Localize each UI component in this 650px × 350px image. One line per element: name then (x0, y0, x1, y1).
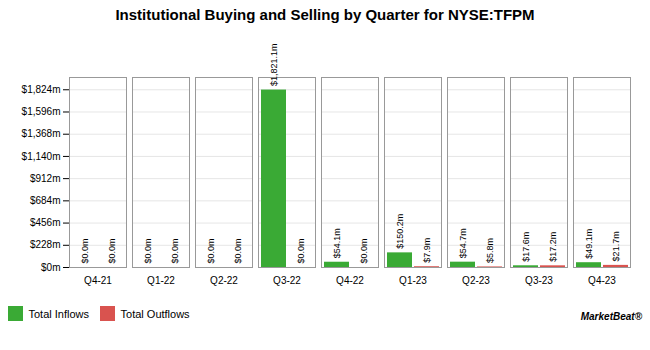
svg-text:Q4-23: Q4-23 (588, 275, 616, 286)
svg-text:$0.0m: $0.0m (359, 238, 369, 263)
svg-text:Q1-22: Q1-22 (147, 275, 175, 286)
svg-text:Q4-21: Q4-21 (84, 275, 112, 286)
svg-text:$228m: $228m (30, 239, 61, 250)
svg-text:$49.1m: $49.1m (584, 229, 594, 259)
svg-text:$912m: $912m (30, 173, 61, 184)
svg-text:$1,821.1m: $1,821.1m (269, 44, 279, 87)
svg-text:Q1-23: Q1-23 (399, 275, 427, 286)
svg-text:$0.0m: $0.0m (206, 238, 216, 263)
html-text:Total Outflows: Total Outflows (120, 307, 190, 320)
svg-text:$0m: $0m (41, 262, 60, 273)
html-text:Institutional Buying and Selli: Institutional Buying and Selling by Quar… (115, 6, 535, 23)
svg-text:Q3-22: Q3-22 (273, 275, 301, 286)
svg-text:$0.0m: $0.0m (170, 238, 180, 263)
svg-text:Q4-22: Q4-22 (336, 275, 364, 286)
svg-text:$21.7m: $21.7m (611, 231, 621, 261)
svg-text:$5.8m: $5.8m (485, 238, 495, 263)
svg-text:Q2-22: Q2-22 (210, 275, 238, 286)
svg-text:$456m: $456m (30, 217, 61, 228)
svg-text:$54.1m: $54.1m (332, 228, 342, 258)
svg-text:$0.0m: $0.0m (107, 238, 117, 263)
svg-text:$0.0m: $0.0m (233, 238, 243, 263)
svg-text:$684m: $684m (30, 195, 61, 206)
svg-text:$7.9m: $7.9m (422, 238, 432, 263)
svg-text:$17.2m: $17.2m (548, 232, 558, 262)
svg-text:$1,824m: $1,824m (22, 84, 61, 95)
svg-text:$17.6m: $17.6m (521, 232, 531, 262)
svg-text:$1,596m: $1,596m (22, 106, 61, 117)
svg-text:Q3-23: Q3-23 (525, 275, 553, 286)
svg-text:$0.0m: $0.0m (296, 238, 306, 263)
svg-text:$1,140m: $1,140m (22, 151, 61, 162)
svg-text:$1,368m: $1,368m (22, 128, 61, 139)
html-text:Total Inflows: Total Inflows (28, 307, 89, 320)
svg-text:$0.0m: $0.0m (143, 238, 153, 263)
svg-text:$150.2m: $150.2m (395, 214, 405, 249)
svg-text:$0.0m: $0.0m (80, 238, 90, 263)
html-text:MarketBeat®: MarketBeat® (580, 310, 642, 322)
svg-text:Q2-23: Q2-23 (462, 275, 490, 286)
svg-text:$54.7m: $54.7m (458, 228, 468, 258)
